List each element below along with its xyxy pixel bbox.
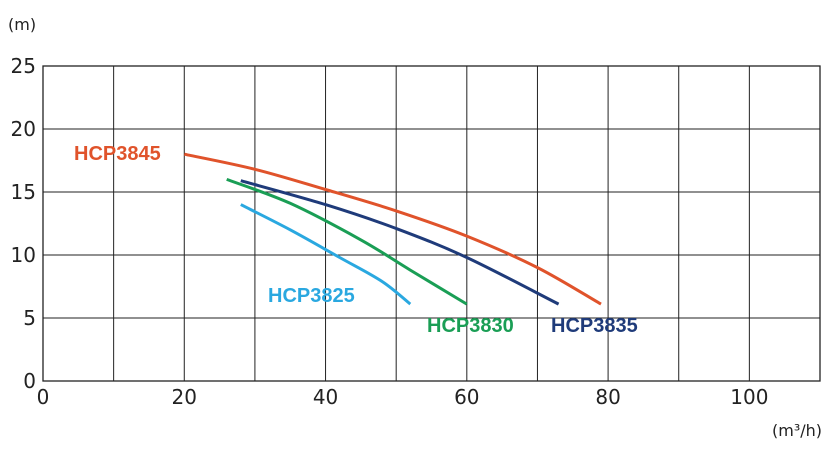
x-tick-label: 0 [37, 385, 50, 409]
y-tick-label: 25 [11, 54, 36, 78]
x-tick-label: 60 [454, 385, 479, 409]
plot-frame [42, 65, 821, 382]
y-tick-label: 10 [11, 243, 36, 267]
axis-ticks: 0 20 40 60 80 100 0 5 10 15 20 25 [11, 54, 769, 409]
series-line-hcp3825 [240, 203, 412, 306]
series-labels: HCP3845 HCP3835 HCP3830 HCP3825 [74, 143, 638, 337]
y-tick-label: 5 [23, 306, 36, 330]
x-tick-label: 20 [172, 385, 197, 409]
series-label-hcp3845: HCP3845 [74, 143, 161, 165]
x-axis-unit-label: (m³/h) [772, 421, 822, 440]
series-lines [183, 152, 602, 306]
series-label-hcp3825: HCP3825 [268, 285, 355, 307]
series-label-hcp3830: HCP3830 [427, 315, 514, 337]
y-tick-label: 0 [23, 369, 36, 393]
series-label-hcp3835: HCP3835 [551, 315, 638, 337]
y-tick-label: 15 [11, 180, 36, 204]
series-line-hcp3830 [226, 177, 468, 306]
series-line-hcp3845 [183, 152, 602, 306]
x-tick-label: 80 [595, 385, 620, 409]
grid [43, 66, 820, 381]
x-tick-label: 40 [313, 385, 338, 409]
y-tick-label: 20 [11, 117, 36, 141]
series-line-hcp3835 [240, 179, 560, 306]
x-tick-label: 100 [730, 385, 768, 409]
y-axis-unit-label: (m) [8, 15, 36, 34]
